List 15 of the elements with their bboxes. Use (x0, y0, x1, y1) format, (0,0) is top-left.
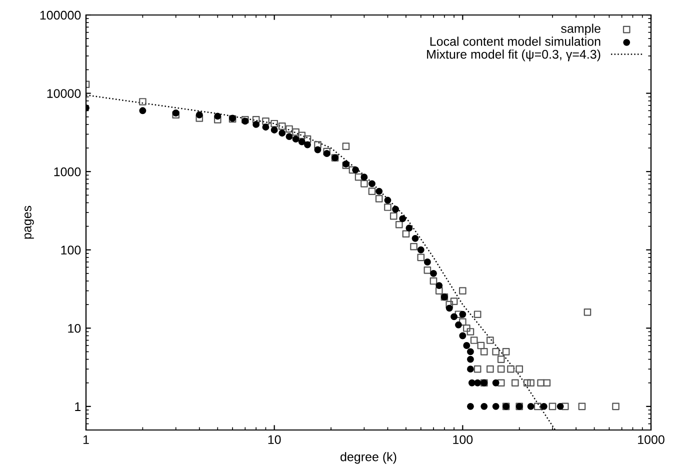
y-tick-label: 100000 (40, 10, 81, 20)
y-tick-label: 1000 (54, 167, 81, 176)
x-axis-title: degree (k) (340, 452, 396, 464)
legend-label: Mixture model fit (ψ=0.3, γ=4.3) (427, 50, 600, 62)
y-tick-label: 10 (68, 324, 81, 333)
y-tick-label: 100 (61, 246, 81, 255)
legend-label: Local content model simulation (430, 36, 600, 46)
y-axis-title: pages (24, 206, 34, 239)
x-tick-label: 100 (453, 435, 473, 444)
y-tick-label: 10000 (47, 89, 81, 98)
legend-label: sample (561, 24, 600, 36)
x-tick-label: 10 (268, 435, 281, 444)
x-tick-label: 1 (83, 435, 89, 444)
x-tick-label: 1000 (638, 435, 664, 444)
y-tick-label: 1 (75, 402, 81, 411)
